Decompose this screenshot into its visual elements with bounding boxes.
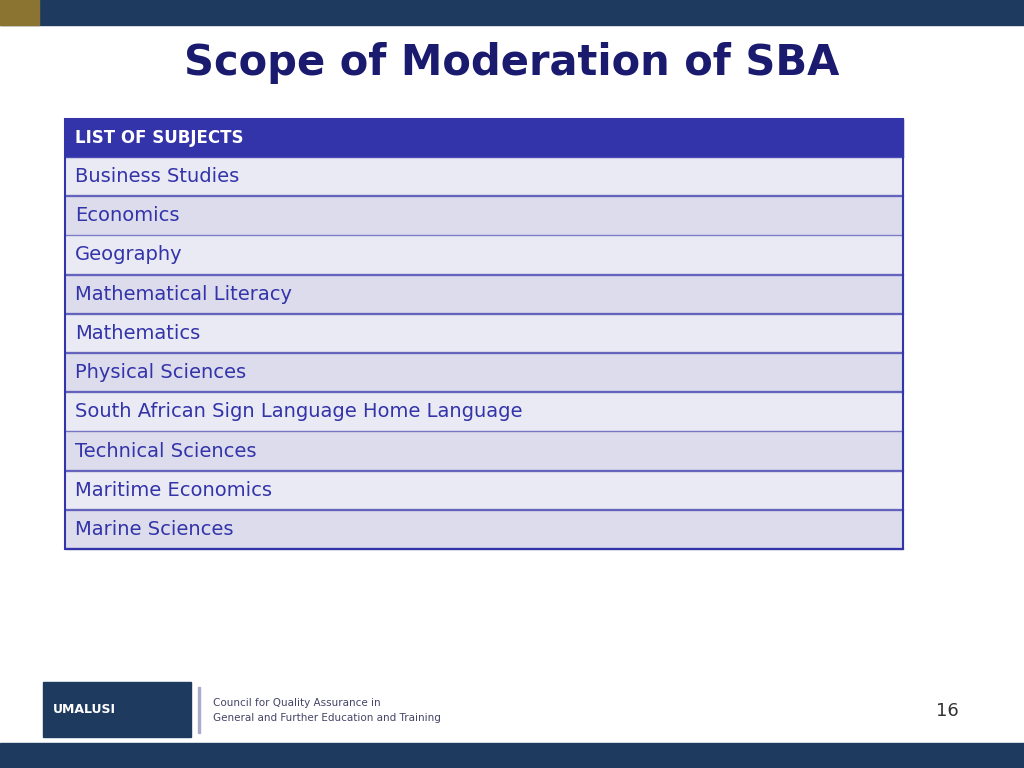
- Text: Economics: Economics: [75, 207, 179, 225]
- Text: Maritime Economics: Maritime Economics: [75, 481, 271, 500]
- Text: General and Further Education and Training: General and Further Education and Traini…: [213, 713, 441, 723]
- Text: Marine Sciences: Marine Sciences: [75, 520, 233, 539]
- Text: Business Studies: Business Studies: [75, 167, 239, 186]
- Text: Scope of Moderation of SBA: Scope of Moderation of SBA: [184, 42, 840, 84]
- Text: Mathematics: Mathematics: [75, 324, 200, 343]
- Text: Technical Sciences: Technical Sciences: [75, 442, 256, 461]
- Text: South African Sign Language Home Language: South African Sign Language Home Languag…: [75, 402, 522, 422]
- Text: Geography: Geography: [75, 246, 182, 264]
- Text: Physical Sciences: Physical Sciences: [75, 363, 246, 382]
- Text: UMALUSI: UMALUSI: [53, 703, 117, 716]
- Text: Council for Quality Assurance in: Council for Quality Assurance in: [213, 697, 381, 708]
- Text: Mathematical Literacy: Mathematical Literacy: [75, 285, 292, 303]
- Text: 16: 16: [936, 702, 958, 720]
- Text: LIST OF SUBJECTS: LIST OF SUBJECTS: [75, 129, 244, 147]
